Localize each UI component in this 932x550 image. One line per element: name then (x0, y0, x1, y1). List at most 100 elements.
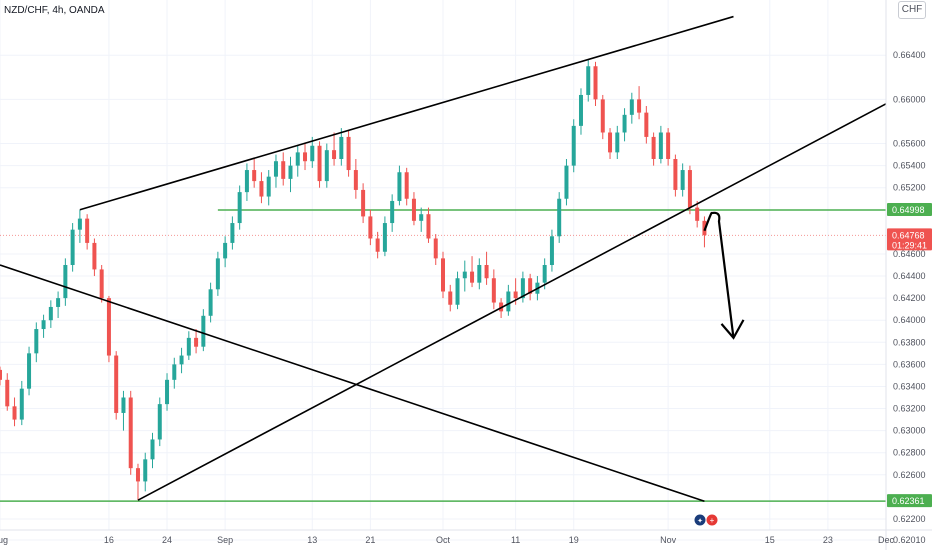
candle (201, 309, 206, 352)
candle (266, 170, 271, 206)
candle-body (484, 265, 489, 279)
time-axis[interactable]: Aug 16 24 Sep 13 21 Oct 11 19 Nov 15 23 Dec (0, 529, 932, 545)
candle (484, 251, 489, 285)
candle (317, 141, 322, 188)
candle (673, 154, 678, 197)
candle-body (513, 291, 518, 299)
candle (128, 390, 133, 475)
currency-button[interactable]: CHF (898, 1, 926, 19)
candle (223, 236, 228, 268)
candle-body (506, 291, 511, 312)
candle-body (368, 216, 373, 239)
candle (85, 214, 90, 250)
candle-body (128, 397, 133, 469)
flag-nz-star: ✦ (697, 517, 703, 525)
candle (666, 128, 671, 166)
flag-ch-icon: + (705, 513, 719, 527)
support-level-label-bg (887, 203, 932, 217)
y-tick-label: 0.64000 (893, 315, 926, 325)
candle-body (34, 329, 39, 354)
event-flags[interactable]: ✦ + (693, 513, 719, 527)
candle-body (637, 99, 642, 113)
candle (106, 295, 111, 363)
price-axis[interactable]: 0.66400 0.66000 0.65600 0.65400 0.65200 0.646… (885, 0, 926, 550)
bottom-level-label-text: 0.62361 (892, 496, 925, 506)
candle (34, 322, 39, 363)
chart-title: NZD/CHF, 4h, OANDA (4, 5, 105, 16)
candle (593, 61, 598, 106)
candle-body (658, 132, 663, 159)
candle-body (215, 258, 220, 290)
x-tick-label: 21 (365, 535, 375, 545)
candle-body (622, 114, 627, 133)
candle (455, 271, 460, 310)
candle (19, 380, 24, 426)
candle (520, 271, 525, 303)
candle-body (266, 176, 271, 197)
candle-body (157, 404, 162, 440)
candle (426, 207, 431, 243)
candle (5, 373, 10, 411)
candle-body (339, 136, 344, 159)
y-tick-label: 0.66000 (893, 94, 926, 104)
candle-body (651, 136, 656, 159)
candle (114, 351, 119, 420)
x-tick-label: 11 (511, 535, 520, 545)
candle (578, 88, 583, 135)
candle-body (179, 355, 184, 365)
y-tick-label: 0.62200 (893, 514, 926, 524)
y-tick-label: 0.64600 (893, 249, 926, 259)
candle (150, 432, 155, 469)
candle (63, 258, 68, 306)
x-tick-label: 15 (765, 535, 775, 545)
candle (143, 452, 148, 492)
candle-body (353, 170, 358, 190)
x-tick-label: Dec (878, 535, 895, 545)
candle (303, 143, 308, 171)
candle (0, 366, 2, 386)
candle (382, 216, 387, 257)
y-tick-label: 0.64200 (893, 293, 926, 303)
candle (411, 192, 416, 226)
candle-body (92, 242, 97, 270)
y-tick-label: 0.63200 (893, 404, 926, 414)
candle-body (695, 207, 700, 221)
candle-body (172, 364, 177, 380)
x-tick-label: Aug (0, 535, 8, 545)
candle (491, 269, 496, 310)
candle (361, 183, 366, 224)
candle-body (303, 152, 308, 162)
candle (557, 192, 562, 243)
candle (528, 273, 533, 301)
candle-body (578, 94, 583, 126)
x-tick-label: Nov (660, 535, 677, 545)
x-tick-label: 24 (162, 535, 172, 545)
candle-body (593, 66, 598, 100)
candle (586, 59, 591, 102)
candle (99, 265, 104, 303)
candle-body (332, 150, 337, 159)
candle-body (165, 379, 170, 405)
candle-body (135, 468, 140, 482)
candle-body (455, 278, 460, 305)
candle (339, 128, 344, 166)
candle-body (273, 161, 278, 177)
candle (48, 300, 53, 328)
candle-body (41, 320, 46, 330)
candle (237, 185, 242, 230)
y-tick-label: 0.62600 (893, 470, 926, 480)
candle (121, 390, 126, 431)
candle-body (223, 242, 228, 259)
candle-body (106, 298, 111, 356)
y-tick-label: 0.65400 (893, 161, 926, 171)
candle (600, 94, 605, 140)
candle (12, 397, 17, 427)
x-tick-label: Sep (217, 535, 233, 545)
candle (77, 209, 82, 243)
candle (695, 200, 700, 228)
candle-body (324, 150, 329, 182)
flag-ch-cross: + (710, 516, 715, 525)
y-tick-label: 0.63800 (893, 337, 926, 347)
